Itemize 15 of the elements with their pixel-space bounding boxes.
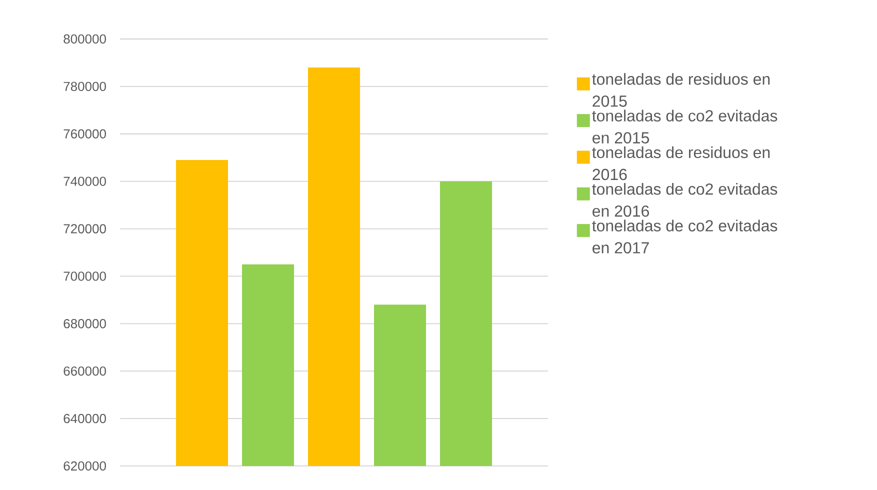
y-tick-label: 780000	[64, 82, 106, 92]
y-tick-label: 760000	[64, 129, 106, 138]
legend-label: toneladas de residuos en 2015	[592, 73, 770, 107]
y-tick-label: 640000	[64, 414, 106, 424]
y-tick-label: 680000	[64, 319, 106, 328]
y-tick-label: 620000	[64, 461, 106, 471]
legend-label: toneladas de co2 evitadas en 2016	[592, 183, 778, 217]
legend-label: toneladas de co2 evitadas en 2017	[592, 220, 778, 254]
y-tick-label: 740000	[64, 176, 106, 186]
legend-label: toneladas de residuos en 2016	[592, 146, 770, 180]
y-tick-label: 800000	[64, 34, 106, 44]
y-tick-label: 660000	[64, 366, 106, 376]
y-tick-label: 720000	[64, 224, 106, 234]
y-tick-label: 700000	[64, 272, 106, 281]
legend-label: toneladas de co2 evitadas en 2015	[592, 110, 778, 144]
